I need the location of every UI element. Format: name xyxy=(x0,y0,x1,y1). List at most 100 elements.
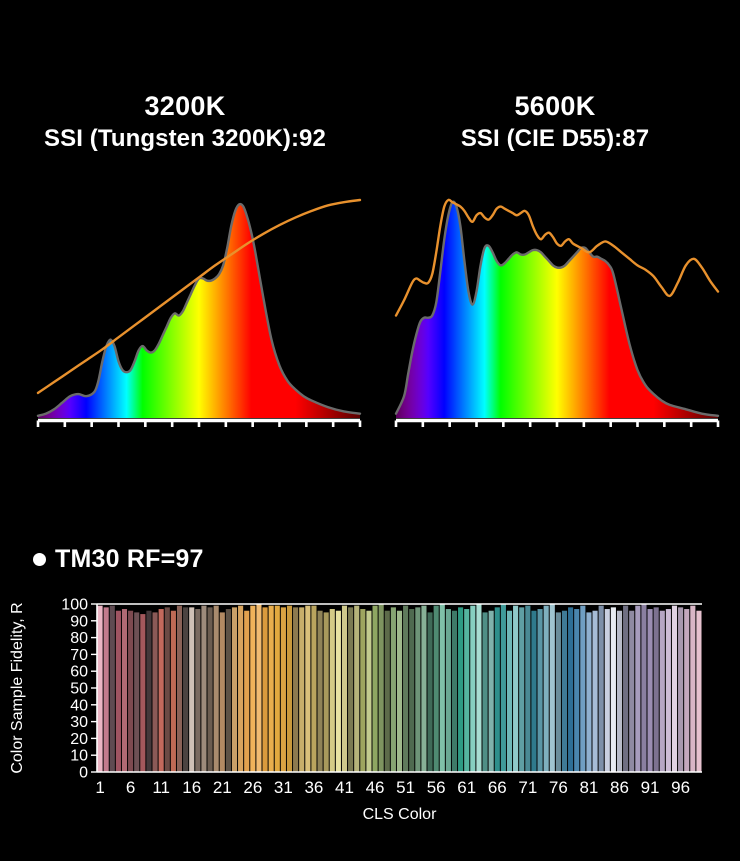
bar xyxy=(653,607,659,772)
bar xyxy=(134,612,140,772)
bar xyxy=(409,609,415,772)
bar xyxy=(231,607,238,772)
y-axis-tick-label: 100 xyxy=(61,597,88,614)
bar xyxy=(189,607,195,772)
bar xyxy=(403,605,409,772)
cls-color-fidelity-chart: 0 10 20 30 40 50 60 70 80 90 100 1 6 11 16 21 26 31 36 41 46… xyxy=(0,585,740,835)
y-axis-tick-label: 70 xyxy=(70,647,88,664)
bar xyxy=(623,605,629,772)
bar xyxy=(293,607,299,772)
x-axis-tick-label: 96 xyxy=(671,778,690,797)
bar xyxy=(164,607,170,772)
bar xyxy=(659,610,665,772)
bar xyxy=(476,604,482,772)
bar xyxy=(128,610,134,772)
x-axis-tick-label: 41 xyxy=(335,778,354,797)
bar xyxy=(323,612,329,772)
y-axis-title: Color Sample Fidelity, R xyxy=(9,602,26,773)
bar xyxy=(555,612,561,772)
bar xyxy=(366,610,372,772)
bar xyxy=(665,609,671,772)
bar xyxy=(513,605,519,772)
bar xyxy=(195,609,201,772)
ssi-label-left: SSI (Tungsten 3200K):92 xyxy=(44,125,326,152)
bar xyxy=(506,610,513,772)
bar xyxy=(305,605,311,772)
bar xyxy=(170,610,176,772)
x-axis-tick-label: 51 xyxy=(396,778,415,797)
bar xyxy=(225,609,231,772)
y-axis-tick-label: 60 xyxy=(70,664,88,681)
bar xyxy=(635,605,641,772)
bar xyxy=(360,609,366,772)
bar xyxy=(262,607,268,772)
bar xyxy=(629,610,635,772)
bar xyxy=(146,610,152,772)
x-axis-tick-label: 56 xyxy=(427,778,446,797)
bar xyxy=(158,609,164,772)
bar xyxy=(183,607,189,772)
bar xyxy=(684,609,690,772)
bar xyxy=(317,610,323,772)
x-axis-tick-label: 46 xyxy=(366,778,385,797)
bar xyxy=(696,610,702,772)
bar xyxy=(592,610,598,772)
bar xyxy=(378,604,384,772)
bar xyxy=(372,605,378,772)
bar xyxy=(647,609,653,772)
panel-title-right: 5600K SSI (CIE D55):87 xyxy=(370,90,740,180)
spectral-power-distribution-charts xyxy=(0,190,740,440)
bar xyxy=(494,607,500,772)
bar xyxy=(109,605,115,772)
bar xyxy=(201,605,207,772)
bar xyxy=(140,614,146,772)
bar xyxy=(97,605,103,772)
bar xyxy=(531,610,537,772)
bar xyxy=(384,610,390,772)
bar xyxy=(543,605,549,772)
spd-chart-5600k xyxy=(392,190,722,435)
x-axis-tick-label: 1 xyxy=(95,778,104,797)
spd-outline xyxy=(394,200,720,418)
bar xyxy=(610,607,616,772)
bar xyxy=(268,605,274,772)
ssi-label-right: SSI (CIE D55):87 xyxy=(460,125,650,152)
bar xyxy=(482,612,488,772)
bar xyxy=(690,605,696,772)
color-temperature-right: 5600K xyxy=(514,91,596,121)
bar xyxy=(641,604,647,772)
bar xyxy=(433,605,439,772)
y-axis-tick-label: 20 xyxy=(70,731,88,748)
bar xyxy=(561,610,568,772)
bar xyxy=(335,610,341,772)
x-axis-tick-label: 36 xyxy=(304,778,323,797)
bar xyxy=(280,607,286,772)
bar xyxy=(464,609,470,772)
x-axis-tick-label: 91 xyxy=(641,778,660,797)
bar xyxy=(250,605,256,772)
x-axis-title: CLS Color xyxy=(363,806,437,823)
bar xyxy=(421,605,427,772)
x-axis-tick-label: 86 xyxy=(610,778,629,797)
x-axis-tick-label: 61 xyxy=(457,778,476,797)
bar xyxy=(390,607,396,772)
bar xyxy=(329,609,335,772)
bar xyxy=(574,609,580,772)
bar xyxy=(341,605,348,772)
y-axis-tick-label: 30 xyxy=(70,714,88,731)
bar xyxy=(549,604,555,772)
bar xyxy=(519,607,525,772)
bar xyxy=(445,609,451,772)
bar xyxy=(286,605,293,772)
x-axis-tick-label: 11 xyxy=(152,778,170,797)
bar xyxy=(500,604,506,772)
bar xyxy=(427,612,433,772)
panel-titles-row: 3200K SSI (Tungsten 3200K):92 5600K SSI … xyxy=(0,90,740,180)
spd-fill-area xyxy=(38,204,360,418)
bar xyxy=(568,607,574,772)
tm30-heading: TM30 RF=97 xyxy=(33,545,204,574)
x-axis-tick-label: 6 xyxy=(126,778,135,797)
bar xyxy=(121,609,128,772)
x-axis-tick-label: 66 xyxy=(488,778,507,797)
bar xyxy=(598,605,604,772)
